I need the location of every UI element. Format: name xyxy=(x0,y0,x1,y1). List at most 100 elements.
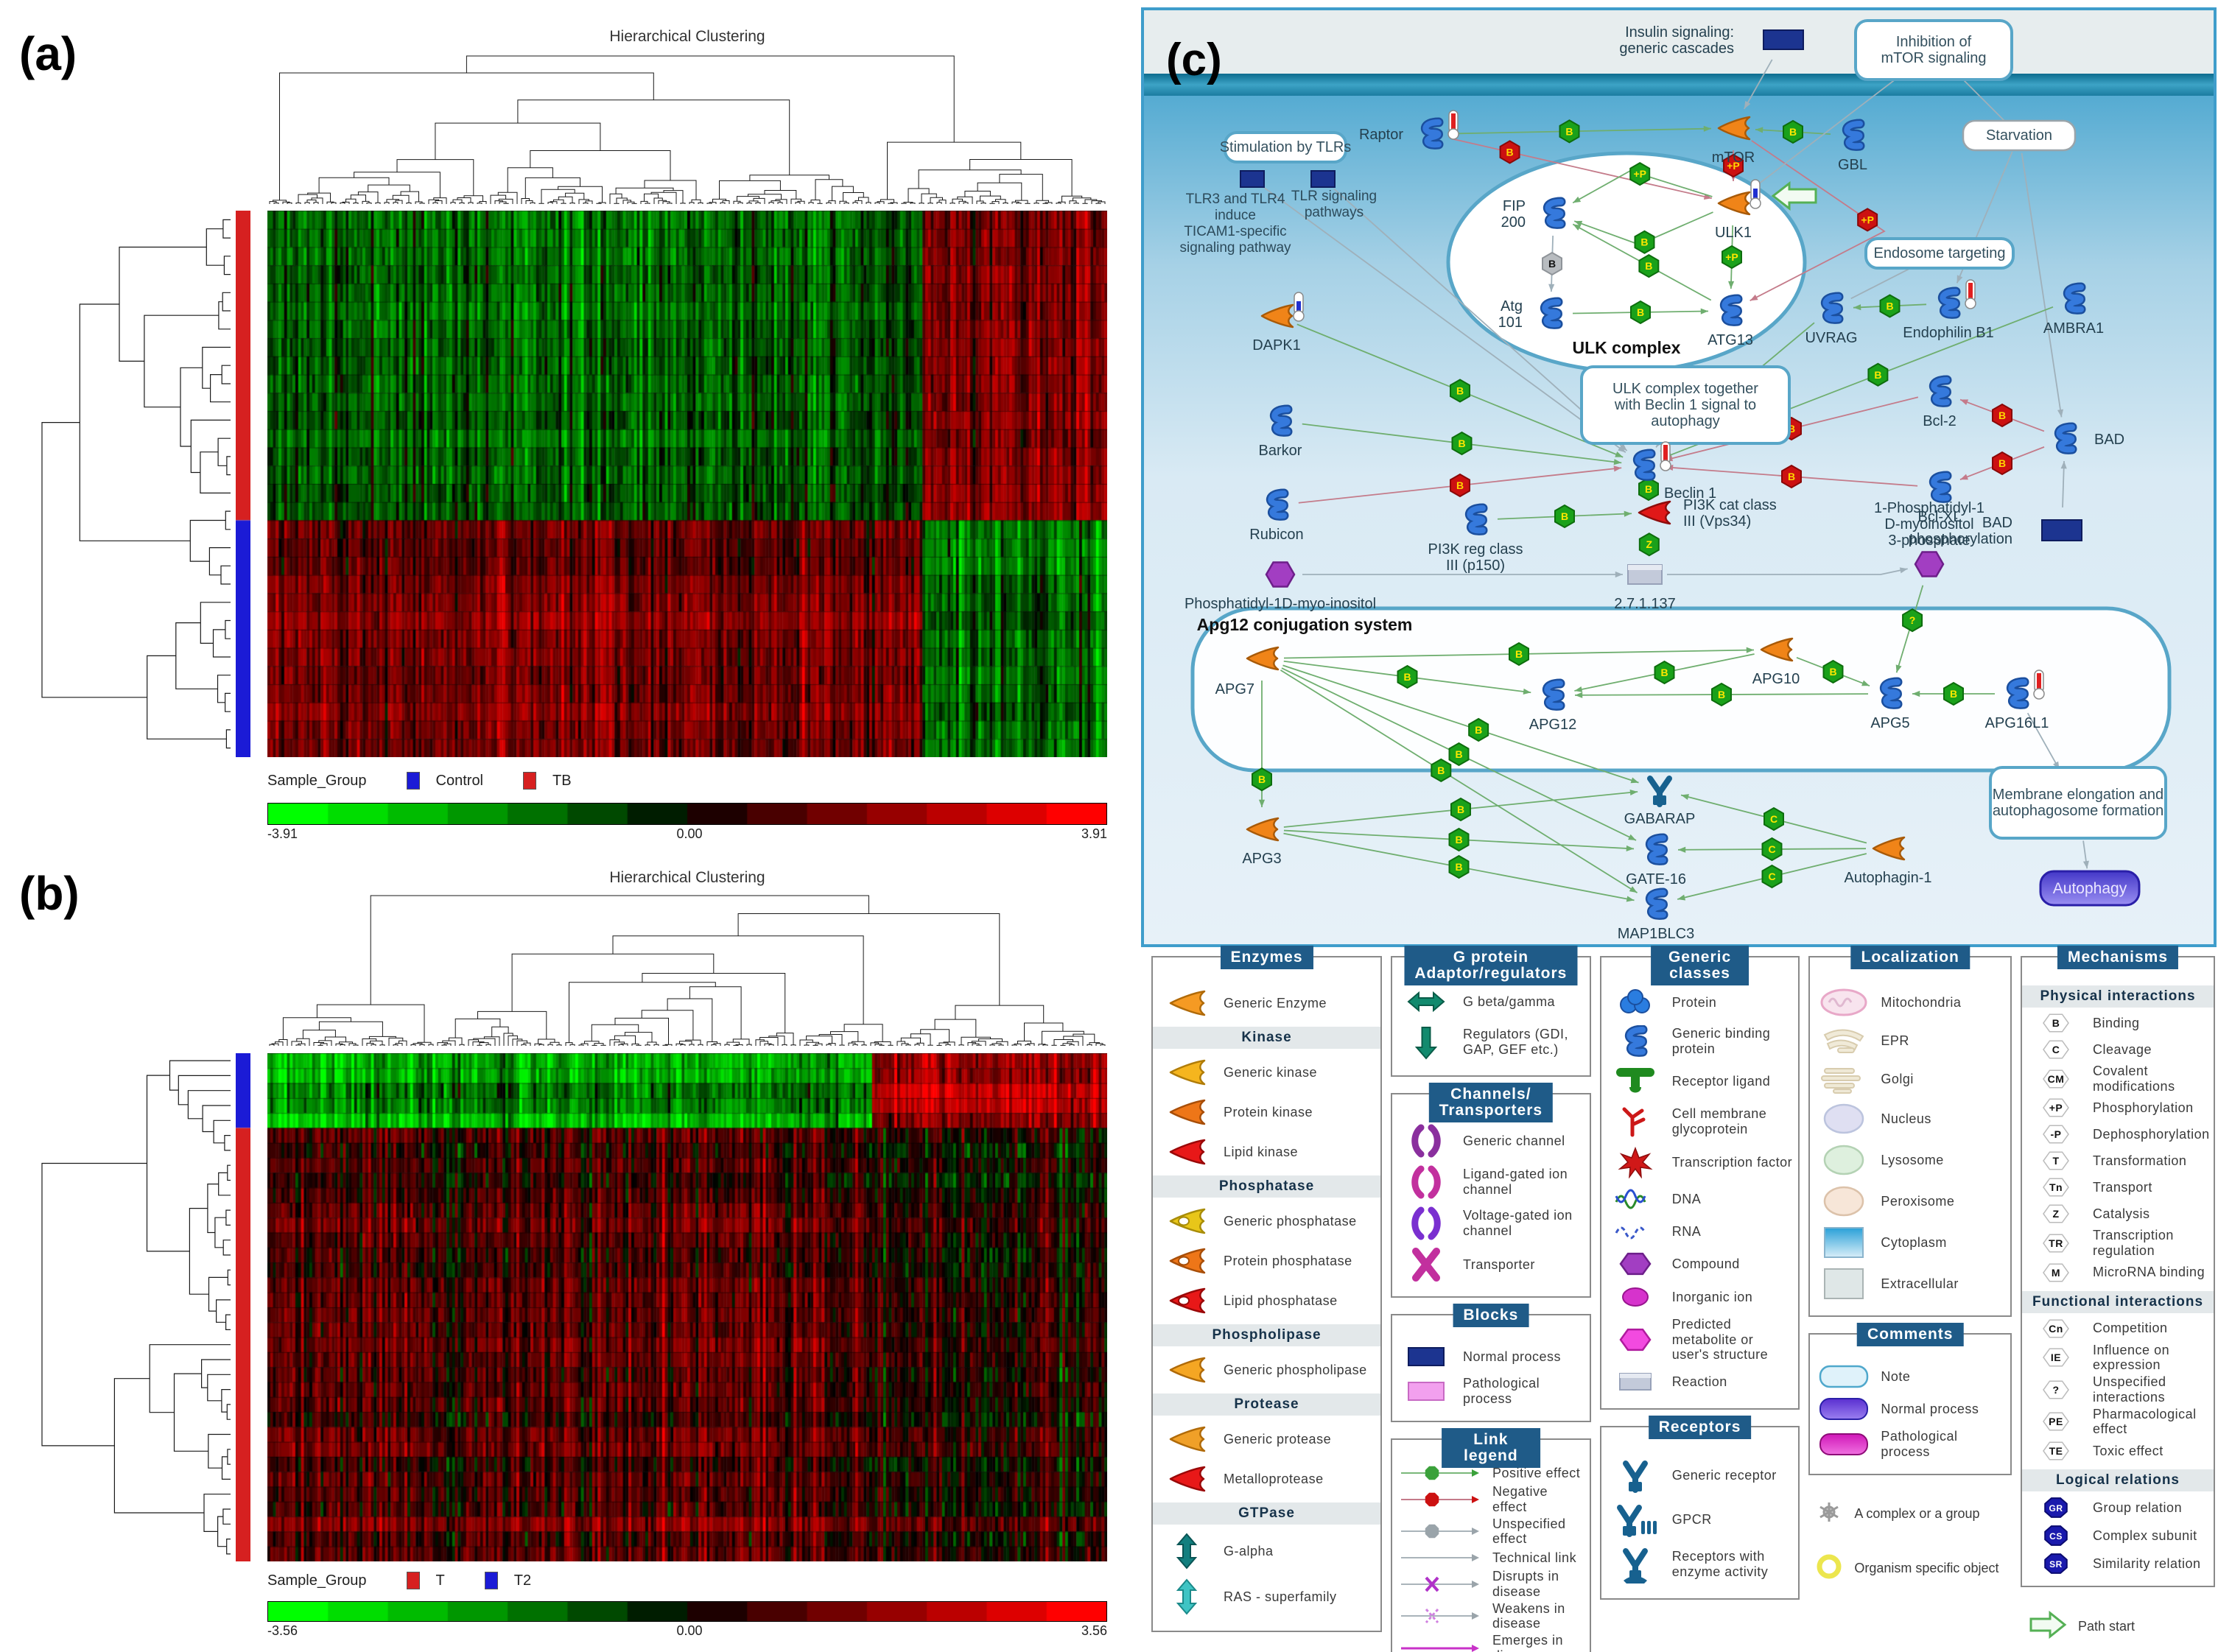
legend-item-generic-enzyme: Generic Enzyme xyxy=(1159,987,1375,1019)
mechanism-badge-B: B xyxy=(1431,758,1452,783)
svg-text:C: C xyxy=(2052,1044,2060,1055)
chan-generic-icon xyxy=(1398,1124,1454,1158)
legend-item-transport: Tn Transport xyxy=(2028,1175,2208,1200)
pathway-node-product xyxy=(1914,551,1945,577)
autophagy-process xyxy=(2039,870,2141,907)
gc-compound-icon xyxy=(1607,1251,1663,1277)
legend-item-pathological-process: Pathological process xyxy=(1816,1429,2004,1459)
gc-protein-icon xyxy=(1607,987,1663,1018)
mechanism-badge-B: B xyxy=(1448,742,1470,767)
mechanism-badge-C: C xyxy=(1761,864,1783,889)
pathstart-icon xyxy=(2025,1610,2069,1642)
upregulated-thermometer-icon xyxy=(1660,441,1671,471)
svg-text:Starvation: Starvation xyxy=(1986,127,2052,144)
svg-text:B: B xyxy=(1561,510,1568,522)
legend-panel-title: Link legend xyxy=(1441,1428,1540,1469)
panel-c-pathway-map: BBB+P+P+PB+PBBBBBBBBBBBBBBBZ?BBBBBBBBBBB… xyxy=(1141,7,2217,947)
mechanism-badge-B: B xyxy=(1781,464,1802,489)
legend-item-label: Negative effect xyxy=(1492,1484,1548,1515)
legend-item-protein-kinase: Protein kinase xyxy=(1159,1096,1375,1128)
legend-item-epr: EPR xyxy=(1816,1025,2004,1056)
mechanism-badge-B: B xyxy=(1943,681,1964,706)
mechanism-badge-+P: +P xyxy=(1857,208,1878,232)
legend-item-label: Reaction xyxy=(1671,1374,1727,1389)
logical-icon: GR xyxy=(2028,1494,2084,1521)
legend-item-label: Generic receptor xyxy=(1671,1467,1777,1483)
pathway-node-bclxl xyxy=(1929,471,1952,503)
mech-icon: M xyxy=(2028,1260,2084,1285)
enz-protein-kinase-icon xyxy=(1159,1096,1215,1128)
legend-extra-label: Organism specific object xyxy=(1854,1561,1999,1576)
legend-item-gpcr: GPCR xyxy=(1607,1501,1793,1538)
legend-extra-label: Path start xyxy=(2078,1618,2135,1634)
legend-item-label: Receptor ligand xyxy=(1671,1073,1771,1089)
process-block-insulin_block xyxy=(1763,29,1804,50)
pathway-label-apg16l1: APG16L1 xyxy=(1985,715,2049,731)
colorbar-mid-a: 0.00 xyxy=(676,826,703,841)
legend-item-label: Transcription regulation xyxy=(2093,1228,2174,1259)
legend-item-label: Transcription factor xyxy=(1671,1154,1793,1170)
mechanism-badge-q: ? xyxy=(1902,608,1923,633)
legend-item-label: Emerges in disease xyxy=(1492,1632,1564,1652)
pathway-node-bad xyxy=(2054,422,2077,454)
legend-item-label: Competition xyxy=(2093,1321,2168,1336)
legend-item-label: Cleavage xyxy=(2093,1041,2152,1057)
pathway-node-atg13 xyxy=(1720,294,1743,326)
svg-text:SR: SR xyxy=(2049,1559,2063,1570)
pathway-label-fip200: FIP 200 xyxy=(1501,198,1526,231)
legend-item-label: Generic Enzyme xyxy=(1224,995,1327,1010)
upregulated-thermometer-icon xyxy=(2033,669,2045,700)
legend-item-lysosome: Lysosome xyxy=(1816,1143,2004,1177)
legend-item-label: Compound xyxy=(1671,1256,1740,1271)
sample-group-legend-b: Sample_Group T T2 xyxy=(267,1572,531,1589)
legend-item-phosphorylation: +P Phosphorylation xyxy=(2028,1095,2208,1120)
svg-text:IE: IE xyxy=(2051,1352,2061,1363)
pathway-node-gbl xyxy=(1842,119,1865,151)
colorbar-labels-b: -3.56 0.00 3.56 xyxy=(267,1623,1107,1639)
svg-text:?: ? xyxy=(2052,1384,2059,1396)
mechanism-badge-C: C xyxy=(1761,837,1783,862)
row-dendrogram-b xyxy=(41,1060,231,1555)
pathway-node-apg12 xyxy=(1543,678,1565,711)
loc-extracellular-icon xyxy=(1816,1267,1872,1301)
process-block-tlr_b2 xyxy=(1310,170,1336,188)
svg-text:C: C xyxy=(1768,871,1775,882)
svg-text:B: B xyxy=(1456,479,1464,491)
mechanism-badge-B: B xyxy=(1451,431,1473,456)
legend-panel-title: Receptors xyxy=(1648,1416,1752,1440)
legend-item-label: RAS - superfamily xyxy=(1224,1589,1337,1604)
pathway-node-reaction xyxy=(1627,564,1663,585)
pathway-label-gbl: GBL xyxy=(1838,157,1867,173)
svg-text:B: B xyxy=(1645,260,1652,272)
legend-item-label: GPCR xyxy=(1671,1511,1712,1527)
legend-subheader-physical-interactions: Physical interactions xyxy=(2022,985,2214,1008)
gc-rna-icon xyxy=(1607,1220,1663,1243)
pathway-label-product: 1-Phosphatidyl-1 D-myoinositol 3-phosphate xyxy=(1874,500,1984,549)
legend-item-normal-process: Normal process xyxy=(1816,1396,2004,1421)
group-swatch-t xyxy=(406,1572,420,1589)
svg-text:B: B xyxy=(1640,236,1648,248)
mechanism-badge-B: B xyxy=(1992,403,2012,428)
svg-text:B: B xyxy=(1788,471,1795,482)
pathway-label-barkor: Barkor xyxy=(1259,443,1302,459)
pathway-label-atg101: Atg 101 xyxy=(1498,298,1523,331)
pathway-label-apg12: APG12 xyxy=(1529,717,1576,733)
pathway-node-gabarap xyxy=(1647,776,1672,807)
legend-item-label: Metalloprotease xyxy=(1224,1471,1324,1486)
colorbar-max-b: 3.56 xyxy=(1081,1623,1107,1638)
complex-icon xyxy=(1813,1499,1845,1529)
gc-ion-icon xyxy=(1607,1284,1663,1310)
legend-item-cytoplasm: Cytoplasm xyxy=(1816,1226,2004,1259)
legend-item-golgi: Golgi xyxy=(1816,1064,2004,1094)
legend-item-binding: B Binding xyxy=(2028,1010,2208,1036)
pathway-node-apg7 xyxy=(1246,646,1280,671)
mechanism-badge-B: B xyxy=(1638,253,1660,278)
svg-text:Z: Z xyxy=(2052,1208,2059,1220)
legend-panel-title: Enzymes xyxy=(1220,946,1313,970)
legend-item-regulators-gdi-gap-gef-etc-: Regulators (GDI, GAP, GEF etc.) xyxy=(1398,1024,1584,1061)
mech-icon: CM xyxy=(2028,1066,2084,1092)
svg-text:+P: +P xyxy=(1861,214,1874,225)
legend-item-label: Peroxisome xyxy=(1881,1193,1955,1209)
mechanism-badge-B: B xyxy=(1450,797,1471,822)
